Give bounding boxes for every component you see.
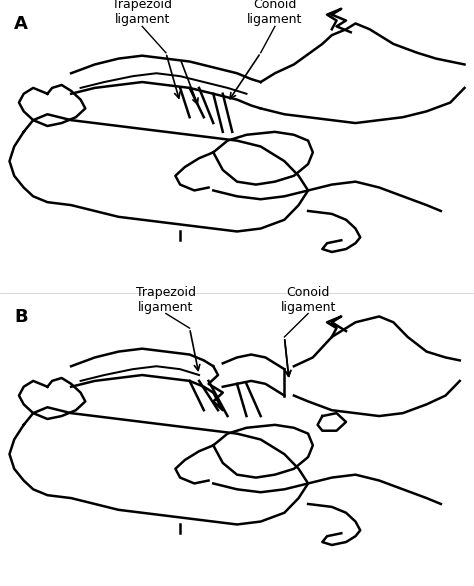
Text: B: B bbox=[14, 308, 28, 326]
Text: Trapezoid
ligament: Trapezoid ligament bbox=[136, 285, 196, 314]
Text: Trapezoid
ligament: Trapezoid ligament bbox=[112, 0, 172, 26]
Text: Conoid
ligament: Conoid ligament bbox=[281, 285, 336, 314]
Text: Conoid
ligament: Conoid ligament bbox=[247, 0, 302, 26]
Text: A: A bbox=[14, 15, 28, 33]
